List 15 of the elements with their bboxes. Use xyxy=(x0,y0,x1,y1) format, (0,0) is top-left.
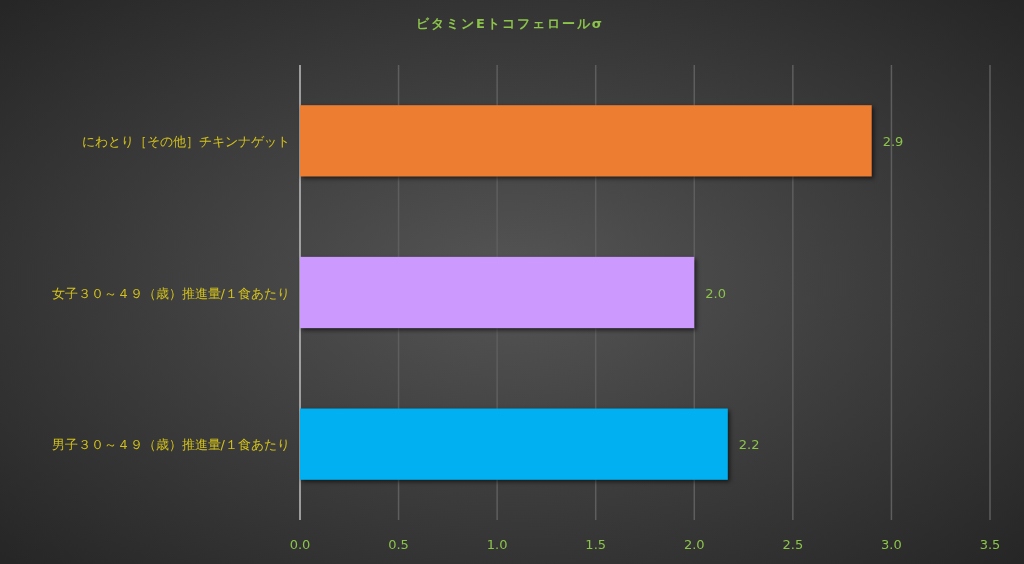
text: 2.5 xyxy=(782,537,804,552)
y-tick-label: 女子３０～４９（歳）推進量/１食あたり xyxy=(51,285,290,301)
chart-title: ビタミンEトコフェロールσ xyxy=(415,16,605,31)
text: 1.0 xyxy=(486,537,508,552)
text: 0.5 xyxy=(388,537,409,552)
text: 3.0 xyxy=(881,537,902,552)
text: 3.5 xyxy=(979,537,1001,552)
y-tick-label: 男子３０～４９（歳）推進量/１食あたり xyxy=(51,437,290,453)
data-label: 2.2 xyxy=(738,437,760,453)
text: 0.0 xyxy=(289,537,311,552)
text: 2.0 xyxy=(683,537,705,552)
y-tick-label: にわとり［その他］チキンナゲット xyxy=(82,133,290,149)
text: 1.5 xyxy=(585,537,607,552)
data-label: 2.9 xyxy=(882,133,904,149)
data-label: 2.0 xyxy=(705,285,726,301)
